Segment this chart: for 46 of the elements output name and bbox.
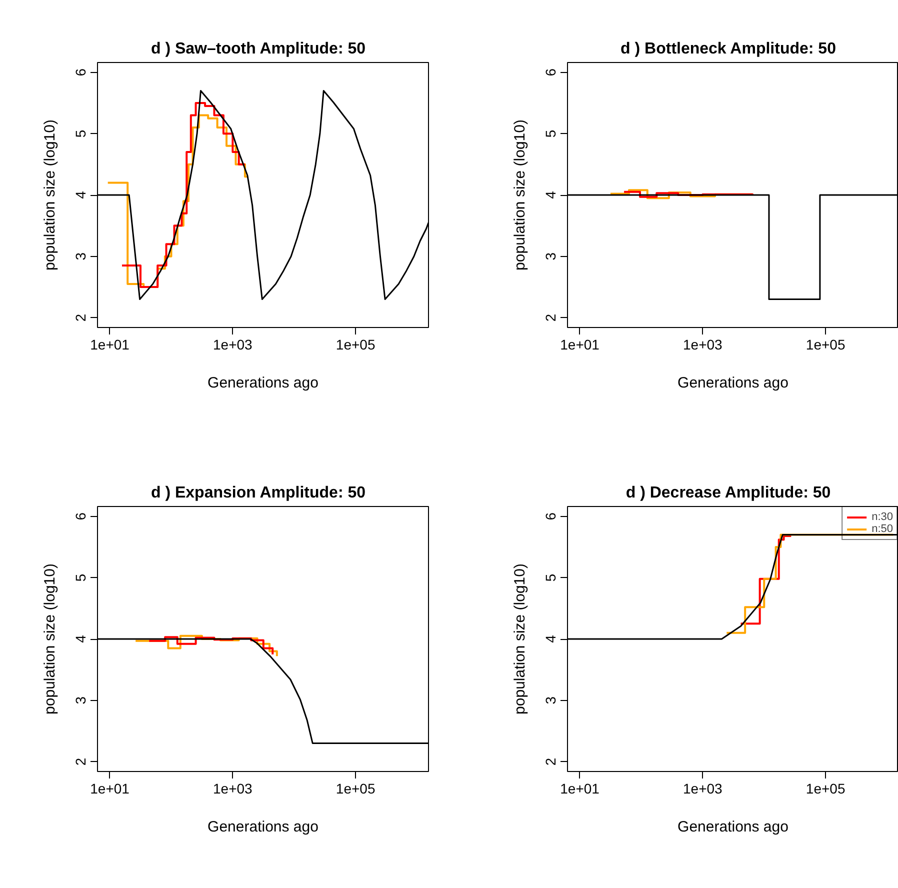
- x-tick-label: 1e+01: [560, 780, 600, 796]
- x-axis-title: Generations ago: [208, 818, 318, 836]
- chart-title: d ) Decrease Amplitude: 50: [626, 484, 831, 502]
- y-tick-label: 4: [542, 634, 558, 643]
- y-tick-label: 3: [72, 696, 88, 704]
- y-tick-label: 2: [542, 758, 558, 766]
- legend-label: n:50: [872, 523, 893, 535]
- x-tick-label: 1e+05: [806, 780, 846, 796]
- y-tick-label: 3: [542, 252, 558, 260]
- y-tick-label: 6: [542, 512, 558, 520]
- x-tick-label: 1e+01: [90, 336, 130, 352]
- x-tick-label: 1e+03: [213, 336, 253, 352]
- x-tick-label: 1e+05: [336, 780, 376, 796]
- y-tick-label: 6: [72, 68, 88, 76]
- x-tick-label: 1e+01: [90, 780, 130, 796]
- x-tick-label: 1e+05: [336, 336, 376, 352]
- y-tick-label: 5: [72, 574, 88, 582]
- x-axis-title: Generations ago: [678, 374, 788, 392]
- x-tick-label: 1e+05: [806, 336, 846, 352]
- y-tick-label: 6: [72, 512, 88, 520]
- x-tick-label: 1e+03: [213, 780, 253, 796]
- x-tick-label: 1e+01: [560, 336, 600, 352]
- y-tick-label: 4: [72, 634, 88, 643]
- y-tick-label: 5: [542, 574, 558, 582]
- y-tick-label: 2: [72, 758, 88, 766]
- y-axis-title: population size (log10): [42, 120, 58, 270]
- y-tick-label: 5: [72, 130, 88, 138]
- y-tick-label: 3: [72, 252, 88, 260]
- legend-label: n:30: [872, 511, 893, 523]
- y-tick-label: 2: [542, 314, 558, 322]
- x-axis-title: Generations ago: [678, 818, 788, 836]
- chart-title: d ) Saw–tooth Amplitude: 50: [150, 40, 366, 58]
- x-tick-label: 1e+03: [683, 336, 723, 352]
- x-axis-title: Generations ago: [208, 374, 318, 392]
- y-tick-label: 5: [542, 130, 558, 138]
- chart-title: d ) Bottleneck Amplitude: 50: [620, 40, 836, 58]
- chart-title: d ) Expansion Amplitude: 50: [150, 484, 366, 502]
- y-axis-title: population size (log10): [512, 564, 528, 714]
- x-tick-label: 1e+03: [683, 780, 723, 796]
- y-tick-label: 3: [542, 696, 558, 704]
- y-tick-label: 2: [72, 314, 88, 322]
- y-tick-label: 4: [72, 190, 88, 199]
- y-axis-title: population size (log10): [42, 564, 58, 714]
- y-tick-label: 6: [542, 68, 558, 76]
- y-axis-title: population size (log10): [512, 120, 528, 270]
- y-tick-label: 4: [542, 190, 558, 199]
